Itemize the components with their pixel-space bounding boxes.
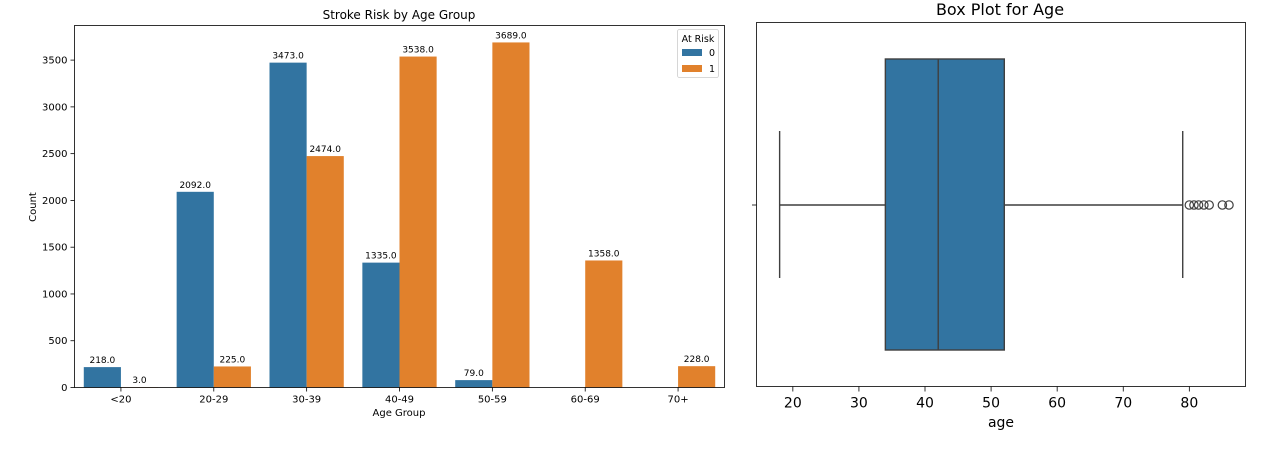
x-tick-label: 30-39 <box>292 395 321 406</box>
bar-marks <box>83 42 716 388</box>
y-tick-label: 3500 <box>42 56 67 67</box>
bar-x-axis-label: Age Group <box>373 408 426 419</box>
bar-data-label: 3.0 <box>132 376 147 386</box>
y-tick-label: 2000 <box>42 196 67 207</box>
legend-label-1: 1 <box>709 64 715 75</box>
legend-label-0: 0 <box>709 48 715 59</box>
bar-data-labels: 218.0 2092.0 3473.0 1335.0 79.0 3.0 225.0 2474.… <box>89 31 709 386</box>
bar-y-axis-label: Count <box>28 192 39 222</box>
bar-data-label: 218.0 <box>89 356 115 366</box>
bar-series-0-50-59 <box>455 380 493 388</box>
box-chart-title: Box Plot for Age <box>936 0 1064 19</box>
bar-data-label: 225.0 <box>219 355 245 365</box>
outlier-point <box>1184 200 1195 210</box>
bar-series-1-70+ <box>678 366 716 388</box>
iqr-box <box>884 58 1006 351</box>
outlier-point <box>1224 200 1234 210</box>
bar-data-label: 1335.0 <box>365 252 397 262</box>
outlier-point <box>1193 200 1204 210</box>
y-tick-label: 0 <box>61 383 67 394</box>
x-tick-label: 40-49 <box>385 395 414 406</box>
box-plot-frame <box>756 22 1246 387</box>
box-x-tick-label: 50 <box>982 396 1000 412</box>
x-tick-label: <20 <box>110 395 131 406</box>
bar-series-1-60-69 <box>585 260 623 388</box>
bar-plot-frame <box>74 25 725 388</box>
box-x-tick-label: 70 <box>1114 396 1132 412</box>
x-tick-label: 20-29 <box>199 395 228 406</box>
outlier-point <box>1204 200 1214 210</box>
x-tick-label: 60-69 <box>571 395 600 406</box>
box-x-tick-label: 20 <box>784 396 802 412</box>
bar-chart: Stroke Risk by Age Group 0 500 1000 1500 200… <box>28 8 725 419</box>
bar-data-label: 1358.0 <box>588 249 620 259</box>
box-x-tick-label: 30 <box>850 396 868 412</box>
y-tick-label: 2500 <box>42 149 67 160</box>
outlier-point <box>1189 200 1199 210</box>
y-tick-label: 500 <box>48 336 67 347</box>
bar-data-label: 3689.0 <box>495 31 527 41</box>
bar-series-0-40-49 <box>362 262 400 388</box>
bar-data-label: 3473.0 <box>272 52 304 62</box>
legend-swatch-0 <box>682 49 702 56</box>
bar-series-0-<20 <box>83 367 121 388</box>
bar-data-label: 79.0 <box>464 369 484 379</box>
bar-data-label: 3538.0 <box>402 46 434 56</box>
legend-swatch-1 <box>682 65 702 72</box>
outlier-point <box>1199 200 1209 210</box>
outlier-point <box>1217 200 1228 210</box>
box-chart: Box Plot for Age 20 30 40 50 60 70 80 age <box>752 0 1246 431</box>
box-x-axis-ticks: 20 30 40 50 60 70 80 <box>784 386 1198 412</box>
bar-series-1-20-29 <box>213 366 251 388</box>
legend-title: At Risk <box>682 34 715 45</box>
x-tick-label: 70+ <box>668 395 689 406</box>
bar-data-label: 2474.0 <box>309 145 341 155</box>
x-axis-ticks: <20 20-29 30-39 40-49 50-59 60-69 70+ <box>110 387 689 406</box>
bar-series-1-50-59 <box>492 42 530 388</box>
bar-series-0-20-29 <box>176 191 214 388</box>
box-x-tick-label: 40 <box>916 396 934 412</box>
y-tick-label: 1500 <box>42 243 67 254</box>
y-axis-ticks: 0 500 1000 1500 2000 2500 3000 3500 <box>42 56 75 394</box>
bar-series-0-30-39 <box>269 62 307 388</box>
bar-data-label: 2092.0 <box>179 181 211 191</box>
x-tick-label: 50-59 <box>478 395 507 406</box>
bar-series-1-30-39 <box>306 156 344 388</box>
box-x-tick-label: 80 <box>1180 396 1198 412</box>
bar-series-1-40-49 <box>399 56 437 388</box>
box-x-tick-label: 60 <box>1048 396 1066 412</box>
bar-data-label: 228.0 <box>684 355 710 365</box>
bar-chart-title: Stroke Risk by Age Group <box>323 8 476 22</box>
box-x-axis-label: age <box>988 415 1014 431</box>
bar-chart-gridless-plot: 0 500 1000 1500 2000 2500 3000 3500 <20 20-29 30-… <box>42 25 725 406</box>
legend: At Risk 0 1 <box>677 29 719 78</box>
y-tick-label: 3000 <box>42 102 67 113</box>
box-marks <box>778 58 1234 351</box>
y-tick-label: 1000 <box>42 289 67 300</box>
